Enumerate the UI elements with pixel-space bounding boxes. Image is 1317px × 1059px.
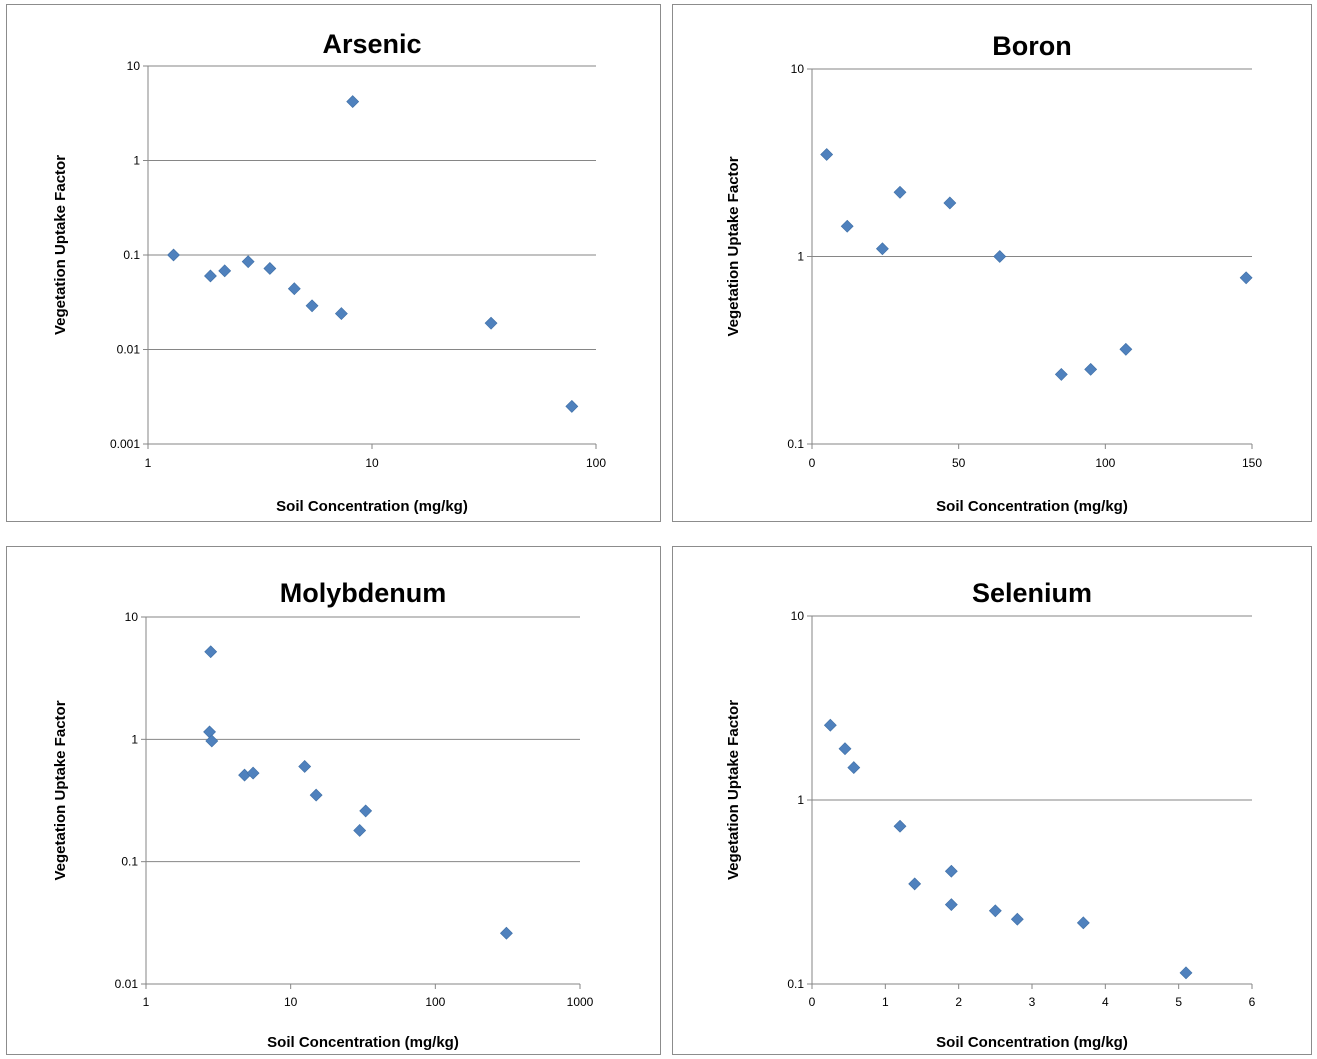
y-tick-label: 1 <box>797 250 804 264</box>
data-point <box>287 282 301 296</box>
x-tick-label: 10 <box>284 995 298 1009</box>
data-point <box>1119 342 1133 356</box>
x-axis-label: Soil Concentration (mg/kg) <box>936 1034 1128 1051</box>
y-tick-label: 0.1 <box>121 855 138 869</box>
data-point <box>359 804 373 818</box>
selenium-chart-title: Selenium <box>972 578 1092 608</box>
x-tick-label: 50 <box>952 456 966 470</box>
data-point <box>1076 916 1090 930</box>
molybdenum-chart-panel: 0.01 0.1 1 10 1 10 100 1000 Molybdenum Soil Conce… <box>6 546 661 1055</box>
data-point <box>820 148 834 161</box>
data-point <box>167 248 180 262</box>
boron-chart-title: Boron <box>992 31 1071 61</box>
data-point <box>943 196 957 210</box>
y-tick-label: 0.1 <box>787 977 804 991</box>
y-tick-label: 0.001 <box>110 437 140 451</box>
x-tick-label: 5 <box>1175 995 1182 1009</box>
data-point <box>334 307 348 320</box>
y-tick-label: 10 <box>791 609 805 623</box>
x-tick-label: 1000 <box>567 995 594 1009</box>
x-tick-label: 3 <box>1029 995 1036 1009</box>
arsenic-chart-title: Arsenic <box>322 29 421 59</box>
x-axis-label: Soil Concentration (mg/kg) <box>267 1034 459 1051</box>
arsenic-chart-panel: 0.001 0.01 0.1 1 10 1 10 100 Arsenic Soil Concent… <box>6 4 661 522</box>
molybdenum-chart-title: Molybdenum <box>280 578 447 608</box>
data-point <box>205 734 219 748</box>
x-tick-label: 1 <box>145 456 152 470</box>
data-point <box>988 904 1002 918</box>
data-point <box>218 264 232 278</box>
molybdenum-chart: 0.01 0.1 1 10 1 10 100 1000 Molybdenum Soil Conce… <box>52 578 594 1051</box>
data-point <box>944 898 958 912</box>
y-tick-label: 1 <box>797 793 804 807</box>
y-tick-label: 0.1 <box>123 248 140 262</box>
arsenic-chart: 0.001 0.01 0.1 1 10 1 10 100 Arsenic Soil Concent… <box>52 29 606 515</box>
data-point <box>203 725 216 739</box>
y-axis-label: Vegetation Uptake Factor <box>52 700 69 880</box>
x-axis-label: Soil Concentration (mg/kg) <box>276 498 468 515</box>
y-tick-label: 0.1 <box>787 437 804 451</box>
data-point <box>1239 271 1253 285</box>
data-point <box>263 262 277 275</box>
data-point <box>204 269 217 283</box>
data-point <box>847 761 861 775</box>
data-point <box>840 219 854 233</box>
selenium-chart-panel: 0.1 1 10 0 1 2 3 4 5 6 Selenium Soil Concentration … <box>672 546 1312 1055</box>
data-point <box>204 645 218 659</box>
selenium-chart: 0.1 1 10 0 1 2 3 4 5 6 Selenium Soil Concentration … <box>725 578 1256 1051</box>
x-tick-label: 10 <box>365 456 379 470</box>
data-point <box>1084 362 1098 376</box>
x-tick-label: 0 <box>809 456 816 470</box>
data-point <box>1010 912 1024 926</box>
y-axis-label: Vegetation Uptake Factor <box>725 156 742 336</box>
y-axis-label: Vegetation Uptake Factor <box>725 700 742 880</box>
data-point <box>908 877 922 891</box>
data-point <box>838 742 852 756</box>
x-tick-label: 0 <box>809 995 816 1009</box>
data-point <box>309 788 323 802</box>
x-tick-label: 100 <box>425 995 445 1009</box>
y-tick-label: 10 <box>127 59 141 73</box>
x-tick-label: 1 <box>143 995 150 1009</box>
data-point <box>241 255 255 269</box>
boron-chart-panel: 0.1 1 10 0 50 100 150 Boron Soil Concentration (… <box>672 4 1312 522</box>
x-axis-label: Soil Concentration (mg/kg) <box>936 498 1128 515</box>
data-point <box>1179 966 1193 980</box>
data-point <box>346 95 360 109</box>
y-tick-label: 1 <box>133 154 140 168</box>
y-tick-label: 1 <box>131 732 138 746</box>
x-tick-label: 100 <box>1095 456 1115 470</box>
x-tick-label: 4 <box>1102 995 1109 1009</box>
data-point <box>565 399 579 413</box>
x-tick-label: 150 <box>1242 456 1262 470</box>
data-point <box>499 926 513 940</box>
x-tick-label: 1 <box>882 995 889 1009</box>
data-point <box>875 242 889 256</box>
data-point <box>246 766 260 780</box>
data-point <box>298 760 312 773</box>
x-tick-label: 6 <box>1249 995 1256 1009</box>
x-tick-label: 2 <box>955 995 962 1009</box>
data-point <box>944 864 958 878</box>
data-point <box>1054 368 1068 381</box>
data-point <box>993 250 1007 263</box>
x-tick-label: 100 <box>586 456 606 470</box>
y-axis-label: Vegetation Uptake Factor <box>52 155 69 335</box>
data-point <box>305 299 319 313</box>
y-tick-label: 10 <box>791 62 805 76</box>
data-point <box>823 718 837 732</box>
y-tick-label: 10 <box>125 610 139 624</box>
data-point <box>353 824 367 837</box>
data-point <box>893 185 907 199</box>
y-tick-label: 0.01 <box>117 343 141 357</box>
data-point <box>484 316 498 330</box>
data-point <box>893 819 907 833</box>
y-tick-label: 0.01 <box>115 977 139 991</box>
